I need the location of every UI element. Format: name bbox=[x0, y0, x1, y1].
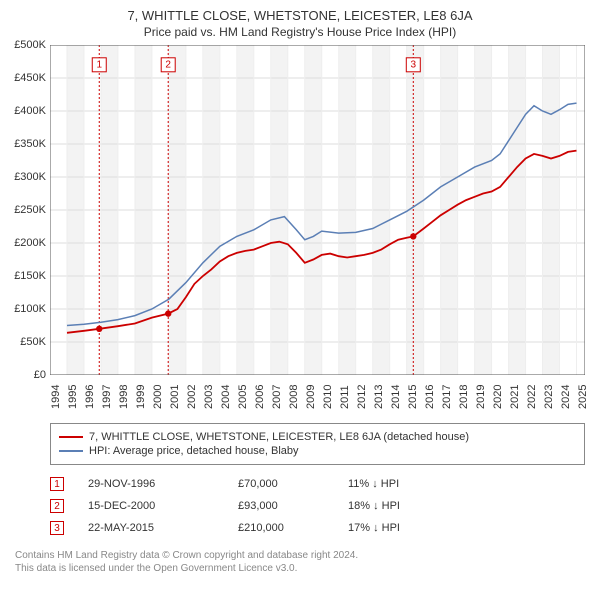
y-tick-label: £450K bbox=[2, 72, 46, 84]
svg-text:2: 2 bbox=[165, 59, 171, 70]
x-tick-label: 2016 bbox=[424, 385, 436, 409]
x-tick-label: 2003 bbox=[203, 385, 215, 409]
x-tick-label: 2006 bbox=[254, 385, 266, 409]
y-axis-labels: £0£50K£100K£150K£200K£250K£300K£350K£400… bbox=[2, 45, 46, 375]
x-tick-label: 2005 bbox=[237, 385, 249, 409]
legend-item: HPI: Average price, detached house, Blab… bbox=[59, 444, 576, 458]
y-tick-label: £200K bbox=[2, 237, 46, 249]
x-tick-label: 1998 bbox=[118, 385, 130, 409]
x-tick-label: 2021 bbox=[509, 385, 521, 409]
x-tick-label: 2017 bbox=[441, 385, 453, 409]
y-tick-label: £50K bbox=[2, 336, 46, 348]
sale-marker: 2 bbox=[50, 499, 64, 513]
y-tick-label: £100K bbox=[2, 303, 46, 315]
x-tick-label: 2022 bbox=[526, 385, 538, 409]
x-tick-label: 2004 bbox=[220, 385, 232, 409]
x-tick-label: 2010 bbox=[322, 385, 334, 409]
line-chart-svg: 1 2 3 bbox=[50, 45, 585, 375]
x-tick-label: 2011 bbox=[339, 385, 351, 409]
x-tick-label: 2025 bbox=[577, 385, 589, 409]
sale-row: 2 15-DEC-2000£93,00018% ↓ HPI bbox=[50, 495, 585, 517]
legend: 7, WHITTLE CLOSE, WHETSTONE, LEICESTER, … bbox=[50, 423, 585, 465]
x-tick-label: 2020 bbox=[492, 385, 504, 409]
x-tick-label: 2000 bbox=[152, 385, 164, 409]
sale-date: 29-NOV-1996 bbox=[88, 478, 238, 490]
footer-line-1: Contains HM Land Registry data © Crown c… bbox=[15, 549, 585, 562]
chart-container: 7, WHITTLE CLOSE, WHETSTONE, LEICESTER, … bbox=[0, 0, 600, 575]
sale-marker: 1 bbox=[50, 477, 64, 491]
x-axis-labels: 1994 1995 1996 1997 1998 1999 2000 2001 2002 2003… bbox=[50, 375, 585, 415]
x-tick-label: 2018 bbox=[458, 385, 470, 409]
sale-delta: 17% ↓ HPI bbox=[348, 522, 400, 534]
x-tick-label: 2007 bbox=[271, 385, 283, 409]
x-tick-label: 2013 bbox=[373, 385, 385, 409]
x-tick-label: 2023 bbox=[543, 385, 555, 409]
footer-line-2: This data is licensed under the Open Gov… bbox=[15, 562, 585, 575]
x-tick-label: 2008 bbox=[288, 385, 300, 409]
x-tick-label: 2019 bbox=[475, 385, 487, 409]
sales-table: 1 29-NOV-1996£70,00011% ↓ HPI 2 15-DEC-2000… bbox=[50, 473, 585, 539]
y-tick-label: £0 bbox=[2, 369, 46, 381]
sale-date: 15-DEC-2000 bbox=[88, 500, 238, 512]
y-tick-label: £400K bbox=[2, 105, 46, 117]
legend-swatch bbox=[59, 436, 83, 438]
chart-subtitle: Price paid vs. HM Land Registry's House … bbox=[0, 23, 600, 45]
sale-delta: 11% ↓ HPI bbox=[348, 478, 399, 490]
sale-price: £93,000 bbox=[238, 500, 348, 512]
x-tick-label: 2009 bbox=[305, 385, 317, 409]
chart-title: 7, WHITTLE CLOSE, WHETSTONE, LEICESTER, … bbox=[0, 0, 600, 23]
y-tick-label: £500K bbox=[2, 39, 46, 51]
svg-text:3: 3 bbox=[411, 59, 417, 70]
sale-row: 3 22-MAY-2015£210,00017% ↓ HPI bbox=[50, 517, 585, 539]
sale-price: £210,000 bbox=[238, 522, 348, 534]
sale-date: 22-MAY-2015 bbox=[88, 522, 238, 534]
x-tick-label: 1997 bbox=[101, 385, 113, 409]
x-tick-label: 2002 bbox=[186, 385, 198, 409]
chart-area: £0£50K£100K£150K£200K£250K£300K£350K£400… bbox=[50, 45, 585, 415]
y-tick-label: £250K bbox=[2, 204, 46, 216]
legend-swatch bbox=[59, 450, 83, 452]
x-tick-label: 2001 bbox=[169, 385, 181, 409]
x-tick-label: 1995 bbox=[67, 385, 79, 409]
sale-price: £70,000 bbox=[238, 478, 348, 490]
x-tick-label: 2024 bbox=[560, 385, 572, 409]
x-tick-label: 1999 bbox=[135, 385, 147, 409]
svg-text:1: 1 bbox=[96, 59, 102, 70]
sale-marker: 3 bbox=[50, 521, 64, 535]
x-tick-label: 2012 bbox=[356, 385, 368, 409]
legend-label: HPI: Average price, detached house, Blab… bbox=[89, 445, 299, 457]
x-tick-label: 1996 bbox=[84, 385, 96, 409]
x-tick-label: 2015 bbox=[407, 385, 419, 409]
x-tick-label: 2014 bbox=[390, 385, 402, 409]
legend-item: 7, WHITTLE CLOSE, WHETSTONE, LEICESTER, … bbox=[59, 430, 576, 444]
y-tick-label: £150K bbox=[2, 270, 46, 282]
sale-row: 1 29-NOV-1996£70,00011% ↓ HPI bbox=[50, 473, 585, 495]
sale-delta: 18% ↓ HPI bbox=[348, 500, 400, 512]
y-tick-label: £300K bbox=[2, 171, 46, 183]
footer-attribution: Contains HM Land Registry data © Crown c… bbox=[15, 549, 585, 575]
legend-label: 7, WHITTLE CLOSE, WHETSTONE, LEICESTER, … bbox=[89, 431, 469, 443]
x-tick-label: 1994 bbox=[50, 385, 62, 409]
y-tick-label: £350K bbox=[2, 138, 46, 150]
